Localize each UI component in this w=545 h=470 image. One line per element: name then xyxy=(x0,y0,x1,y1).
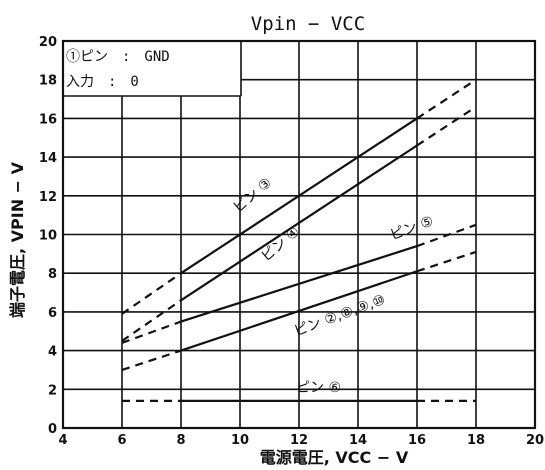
x-tick-label: 18 xyxy=(467,433,485,448)
series-line-2 xyxy=(121,320,182,344)
y-tick-label: 6 xyxy=(48,306,57,321)
series-line-1 xyxy=(180,144,418,302)
series-line-0 xyxy=(180,117,418,275)
series-label-pin2-8-9-10: ピン ②,⑧,⑨,⑩ xyxy=(292,292,388,340)
y-tick-label: 8 xyxy=(48,267,57,282)
y-tick-label: 12 xyxy=(39,190,57,205)
x-tick-label: 8 xyxy=(176,433,185,448)
x-tick-label: 4 xyxy=(58,433,67,448)
note-pin1-gnd: ①ピン : GND xyxy=(66,49,170,65)
x-tick-label: 12 xyxy=(290,433,308,448)
x-tick-label: 20 xyxy=(526,433,544,448)
series-line-2 xyxy=(180,245,418,323)
plot-frame xyxy=(61,39,537,430)
x-tick-label: 14 xyxy=(349,433,367,448)
x-tick-label: 10 xyxy=(231,433,249,448)
series-line-1 xyxy=(121,299,182,342)
y-tick-label: 20 xyxy=(39,35,57,50)
x-tick-label: 16 xyxy=(408,433,426,448)
y-tick-label: 2 xyxy=(48,383,57,398)
series-line-0 xyxy=(121,272,182,315)
series-line-1 xyxy=(416,105,477,147)
y-tick-label: 14 xyxy=(39,151,57,166)
series-line-0 xyxy=(416,78,477,120)
y-tick-label: 16 xyxy=(39,112,57,127)
chart-title: Vpin − VCC xyxy=(251,13,365,35)
tick-labels: 4 6 8 10 12 14 16 18 20 0 2 4 6 8 10 12 14 16 18 20 xyxy=(39,35,544,448)
x-axis-label: 電源電圧, VCC − V xyxy=(260,448,409,467)
y-tick-label: 18 xyxy=(39,74,57,89)
series-line-3 xyxy=(416,250,477,273)
y-tick-label: 4 xyxy=(48,345,57,360)
y-tick-label: 0 xyxy=(48,422,57,437)
series-line-3 xyxy=(121,349,182,371)
series-line-2 xyxy=(416,223,477,248)
y-axis-label: 端子電圧, VPIN − V xyxy=(8,161,27,318)
x-tick-label: 6 xyxy=(117,433,126,448)
note-input-zero: 入力 : 0 xyxy=(66,74,139,90)
series-lines xyxy=(121,78,477,403)
note-box xyxy=(63,41,241,96)
series-label-pin6: ピン ⑥ xyxy=(296,380,341,396)
series-line-3 xyxy=(180,270,418,352)
y-tick-label: 10 xyxy=(39,229,57,244)
series-label-pin5: ピン ⑤ xyxy=(388,213,436,243)
